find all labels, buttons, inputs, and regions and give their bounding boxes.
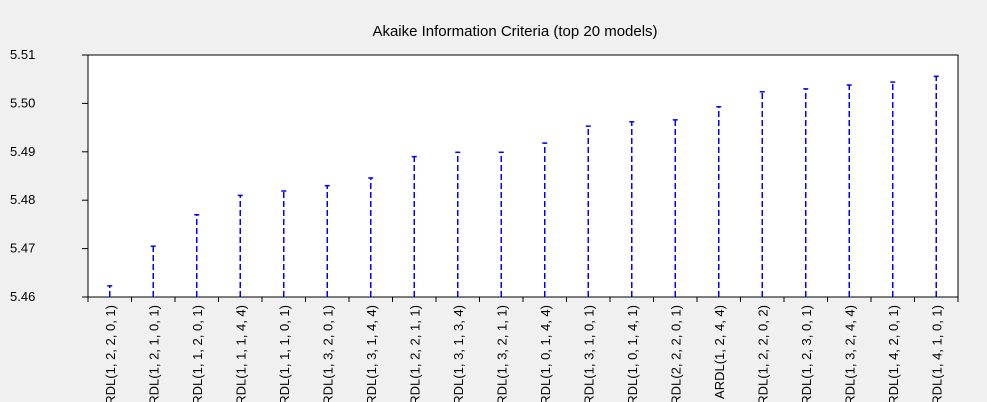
x-tick-label: ARDL(1, 2, 2, 0, 1) [103, 305, 118, 402]
x-tick-label: ARDL(1, 2, 4, 4) [712, 305, 727, 399]
y-tick-label: 5.49 [10, 144, 35, 159]
x-tick-label: ARDL(1, 3, 1, 4, 4) [364, 305, 379, 402]
x-tick-label: ARDL(1, 3, 1, 0, 1) [581, 305, 596, 402]
x-tick-label: ARDL(1, 2, 2, 0, 2) [755, 305, 770, 402]
x-tick-label: ARDL(1, 4, 2, 0, 1) [886, 305, 901, 402]
plot-area [87, 54, 959, 298]
y-tick-label: 5.51 [10, 47, 35, 62]
chart-title: Akaike Information Criteria (top 20 mode… [372, 23, 657, 40]
x-tick-label: ARDL(1, 2, 2, 1, 1) [407, 305, 422, 402]
x-tick-label: ARDL(1, 4, 1, 0, 1) [929, 305, 944, 402]
x-tick-label: ARDL(1, 2, 3, 0, 1) [799, 305, 814, 402]
y-tick-label: 5.46 [10, 289, 35, 304]
x-tick-label: ARDL(1, 3, 2, 1, 1) [494, 305, 509, 402]
x-tick-label: ARDL(1, 0, 1, 4, 1) [625, 305, 640, 402]
y-tick-label: 5.48 [10, 192, 35, 207]
x-tick-label: ARDL(2, 2, 2, 0, 1) [668, 305, 683, 402]
x-tick-label: ARDL(1, 3, 2, 0, 1) [320, 305, 335, 402]
x-tick-label: ARDL(1, 1, 2, 0, 1) [190, 305, 205, 402]
y-tick-label: 5.50 [10, 95, 35, 110]
x-tick-label: ARDL(1, 1, 1, 4, 4) [233, 305, 248, 402]
x-tick-label: ARDL(1, 3, 1, 3, 4) [451, 305, 466, 402]
x-tick-label: ARDL(1, 0, 1, 4, 4) [538, 305, 553, 402]
x-tick-label: ARDL(1, 1, 1, 0, 1) [277, 305, 292, 402]
y-tick-label: 5.47 [10, 241, 35, 256]
x-tick-label: ARDL(1, 2, 1, 0, 1) [146, 305, 161, 402]
x-tick-label: ARDL(1, 3, 2, 4, 4) [842, 305, 857, 402]
